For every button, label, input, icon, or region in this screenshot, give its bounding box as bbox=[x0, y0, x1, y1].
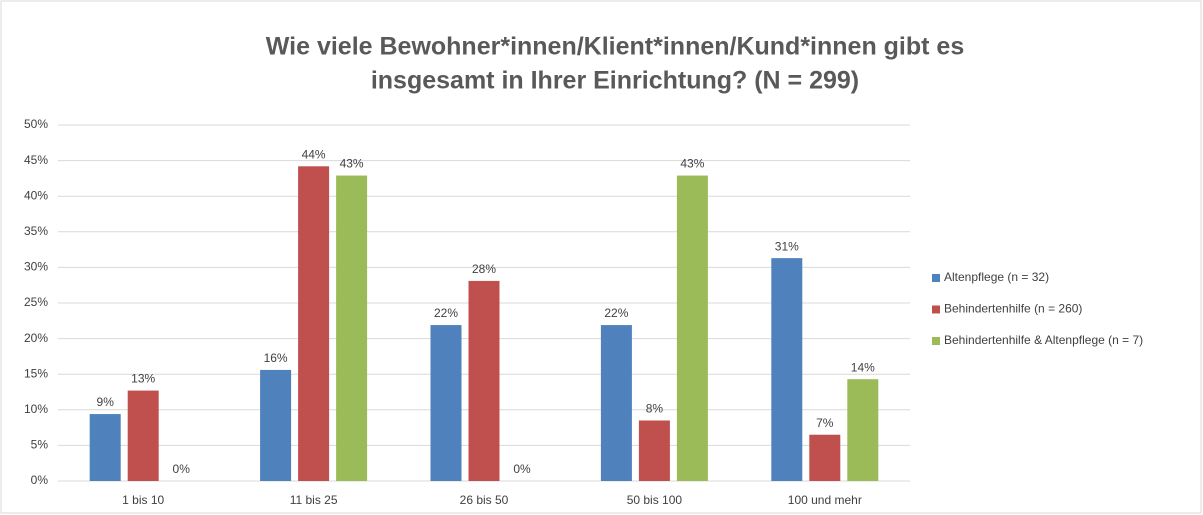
data-label: 16% bbox=[264, 351, 288, 365]
bar bbox=[127, 390, 159, 481]
data-label: 13% bbox=[131, 372, 155, 386]
y-tick-label: 50% bbox=[24, 117, 48, 131]
bar bbox=[468, 280, 500, 481]
data-label: 31% bbox=[775, 239, 799, 253]
chart-title: insgesamt in Ihrer Einrichtung? (N = 299… bbox=[371, 67, 859, 95]
bar bbox=[847, 379, 879, 481]
y-tick-label: 5% bbox=[31, 438, 49, 452]
y-tick-label: 20% bbox=[24, 331, 48, 345]
y-tick-label: 45% bbox=[24, 153, 48, 167]
x-tick-label: 26 bis 50 bbox=[460, 493, 509, 507]
data-label: 7% bbox=[816, 416, 834, 430]
data-label: 0% bbox=[173, 462, 191, 476]
data-label: 14% bbox=[851, 360, 875, 374]
x-tick-label: 50 bis 100 bbox=[627, 493, 683, 507]
data-label: 22% bbox=[604, 306, 628, 320]
data-label: 44% bbox=[302, 147, 326, 161]
legend-swatch bbox=[932, 274, 940, 282]
bar bbox=[430, 325, 462, 481]
bar bbox=[260, 369, 292, 481]
legend-swatch bbox=[932, 337, 940, 345]
data-label: 9% bbox=[97, 395, 115, 409]
x-tick-label: 1 bis 10 bbox=[122, 493, 164, 507]
chart-title: Wie viele Bewohner*innen/Klient*innen/Ku… bbox=[266, 33, 964, 61]
data-label: 8% bbox=[646, 402, 664, 416]
y-tick-label: 15% bbox=[24, 366, 48, 380]
bar bbox=[336, 175, 368, 481]
bar bbox=[809, 434, 841, 481]
legend-label: Behindertenhilfe (n = 260) bbox=[944, 302, 1082, 316]
bar bbox=[298, 166, 330, 481]
legend-swatch bbox=[932, 305, 940, 314]
data-label: 22% bbox=[434, 306, 458, 320]
y-tick-label: 35% bbox=[24, 224, 48, 238]
bar bbox=[600, 325, 632, 481]
data-label: 0% bbox=[513, 462, 531, 476]
bar bbox=[638, 420, 670, 481]
data-label: 43% bbox=[340, 157, 364, 171]
bar bbox=[771, 258, 803, 481]
y-tick-label: 25% bbox=[24, 295, 48, 309]
data-label: 28% bbox=[472, 262, 496, 276]
legend-label: Behindertenhilfe & Altenpflege (n = 7) bbox=[944, 333, 1143, 347]
x-tick-label: 100 und mehr bbox=[788, 493, 862, 507]
y-tick-label: 0% bbox=[31, 473, 49, 487]
y-tick-label: 40% bbox=[24, 188, 48, 202]
legend-label: Altenpflege (n = 32) bbox=[944, 270, 1049, 284]
bar bbox=[89, 414, 121, 481]
x-tick-label: 11 bis 25 bbox=[290, 493, 338, 507]
bar bbox=[676, 175, 708, 481]
y-tick-label: 10% bbox=[24, 402, 48, 416]
data-label: 43% bbox=[680, 157, 704, 171]
y-tick-label: 30% bbox=[24, 260, 48, 274]
